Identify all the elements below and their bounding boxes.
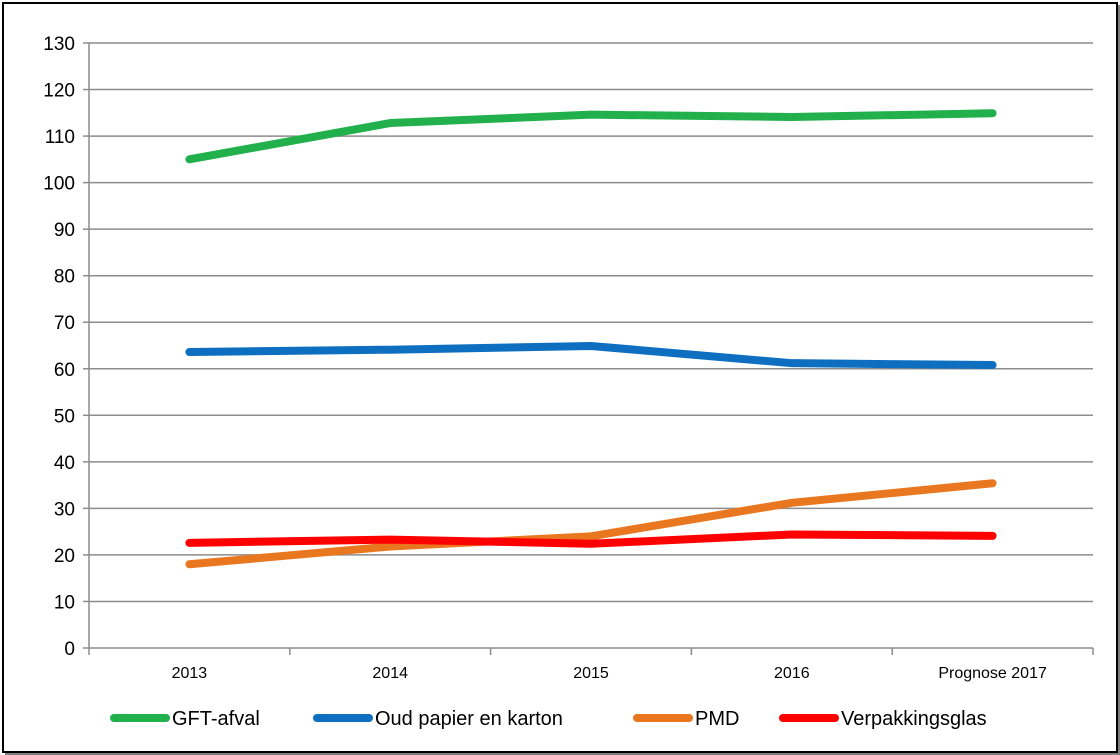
- y-tick-label-110: 110: [45, 127, 75, 148]
- x-tick-label-0: 2013: [172, 665, 208, 682]
- y-tick-label-50: 50: [54, 406, 75, 427]
- y-tick-label-0: 0: [64, 639, 75, 660]
- legend: GFT-afval Oud papier en karton PMD Verpakki…: [110, 708, 987, 730]
- series-line-0: [185, 109, 997, 164]
- line-chart: 0 10 20 30 40 50 60 70 80 90 100 110 120 130 2013 2014…: [43, 34, 1094, 730]
- y-tick-label-130: 130: [43, 34, 75, 55]
- y-tick-label-60: 60: [54, 360, 75, 381]
- series-line-3: [185, 530, 997, 548]
- legend-label-0: GFT-afval: [172, 708, 260, 730]
- gridlines: [89, 42, 1093, 603]
- y-tick-label-10: 10: [54, 592, 75, 613]
- series-line-1: [185, 341, 997, 370]
- legend-label-2: PMD: [695, 708, 739, 730]
- x-tick-label-1: 2014: [372, 665, 408, 682]
- legend-label-1: Oud papier en karton: [375, 708, 563, 730]
- x-tick-label-4: Prognose 2017: [938, 665, 1047, 682]
- y-tick-label-20: 20: [54, 546, 75, 567]
- x-tick-label-2: 2015: [573, 665, 609, 682]
- y-tick-label-80: 80: [54, 267, 75, 288]
- series-lines: [185, 109, 997, 569]
- x-axis-tick-labels: 2013 2014 2015 2016 Prognose 2017: [172, 665, 1047, 682]
- y-tick-label-70: 70: [54, 313, 75, 334]
- y-axis-tick-labels: 0 10 20 30 40 50 60 70 80 90 100 110 120 130: [43, 34, 75, 660]
- y-tick-label-90: 90: [54, 220, 75, 241]
- series-line-2: [185, 479, 997, 569]
- axes: [83, 42, 1094, 655]
- y-tick-label-120: 120: [43, 81, 75, 102]
- x-tick-label-3: 2016: [774, 665, 810, 682]
- legend-label-3: Verpakkingsglas: [841, 708, 987, 730]
- y-tick-label-100: 100: [43, 174, 75, 195]
- y-tick-label-40: 40: [54, 453, 75, 474]
- y-tick-label-30: 30: [54, 499, 75, 520]
